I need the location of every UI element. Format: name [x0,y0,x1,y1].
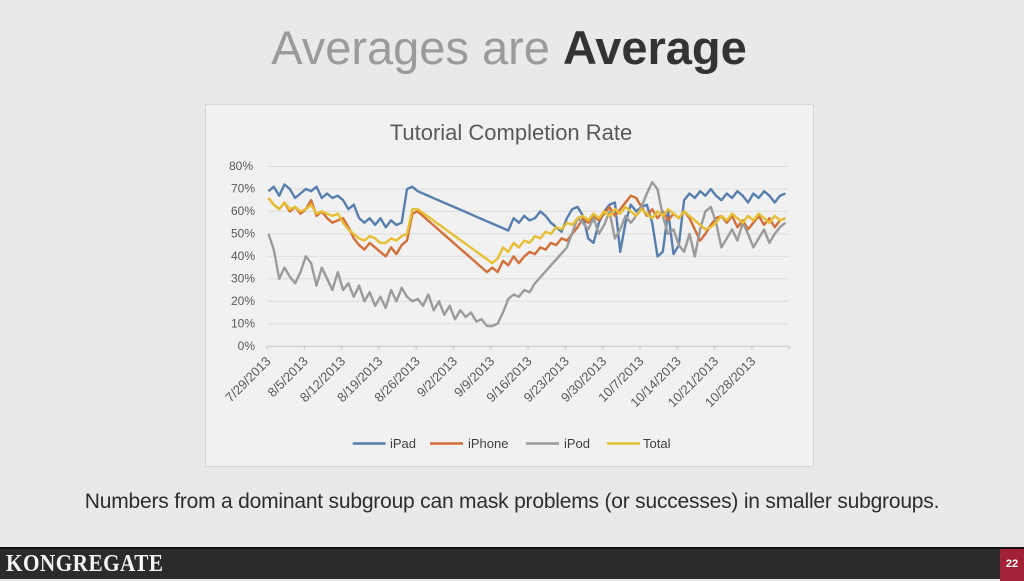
svg-text:20%: 20% [231,294,255,308]
svg-text:10%: 10% [231,316,255,330]
svg-text:iPad: iPad [390,436,416,451]
svg-text:iPhone: iPhone [468,436,508,451]
svg-text:0%: 0% [238,339,256,353]
svg-text:Total: Total [643,436,671,451]
svg-text:30%: 30% [231,271,255,285]
svg-text:60%: 60% [231,204,255,218]
svg-text:80%: 80% [229,159,253,173]
svg-text:70%: 70% [231,182,255,196]
svg-text:Tutorial Completion Rate: Tutorial Completion Rate [390,120,633,145]
svg-text:9/2/2013: 9/2/2013 [414,354,460,400]
svg-text:50%: 50% [231,227,255,241]
svg-text:iPod: iPod [564,436,590,451]
svg-text:7/29/2013: 7/29/2013 [222,354,274,406]
svg-text:40%: 40% [231,249,255,263]
